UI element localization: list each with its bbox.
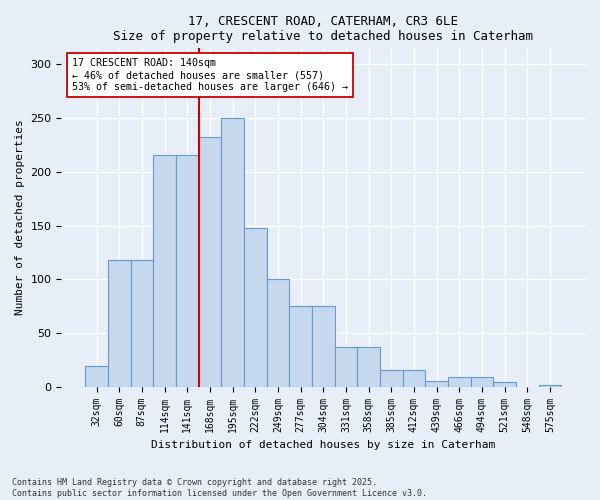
Bar	[470, 377, 493, 386]
Bar	[312, 306, 335, 386]
Bar	[108, 260, 131, 386]
Bar	[357, 347, 380, 387]
Bar	[85, 366, 108, 386]
Title: 17, CRESCENT ROAD, CATERHAM, CR3 6LE
Size of property relative to detached house: 17, CRESCENT ROAD, CATERHAM, CR3 6LE Siz…	[113, 15, 533, 43]
Text: Contains HM Land Registry data © Crown copyright and database right 2025.
Contai: Contains HM Land Registry data © Crown c…	[12, 478, 427, 498]
Bar	[131, 260, 153, 386]
Bar	[448, 377, 470, 386]
Y-axis label: Number of detached properties: Number of detached properties	[15, 120, 25, 316]
Bar	[539, 384, 561, 386]
Bar	[176, 154, 199, 386]
X-axis label: Distribution of detached houses by size in Caterham: Distribution of detached houses by size …	[151, 440, 496, 450]
Text: 17 CRESCENT ROAD: 140sqm
← 46% of detached houses are smaller (557)
53% of semi-: 17 CRESCENT ROAD: 140sqm ← 46% of detach…	[72, 58, 348, 92]
Bar	[244, 228, 266, 386]
Bar	[289, 306, 312, 386]
Bar	[380, 370, 403, 386]
Bar	[403, 370, 425, 386]
Bar	[335, 347, 357, 387]
Bar	[425, 382, 448, 386]
Bar	[221, 118, 244, 386]
Bar	[493, 382, 516, 386]
Bar	[199, 138, 221, 386]
Bar	[266, 280, 289, 386]
Bar	[153, 154, 176, 386]
